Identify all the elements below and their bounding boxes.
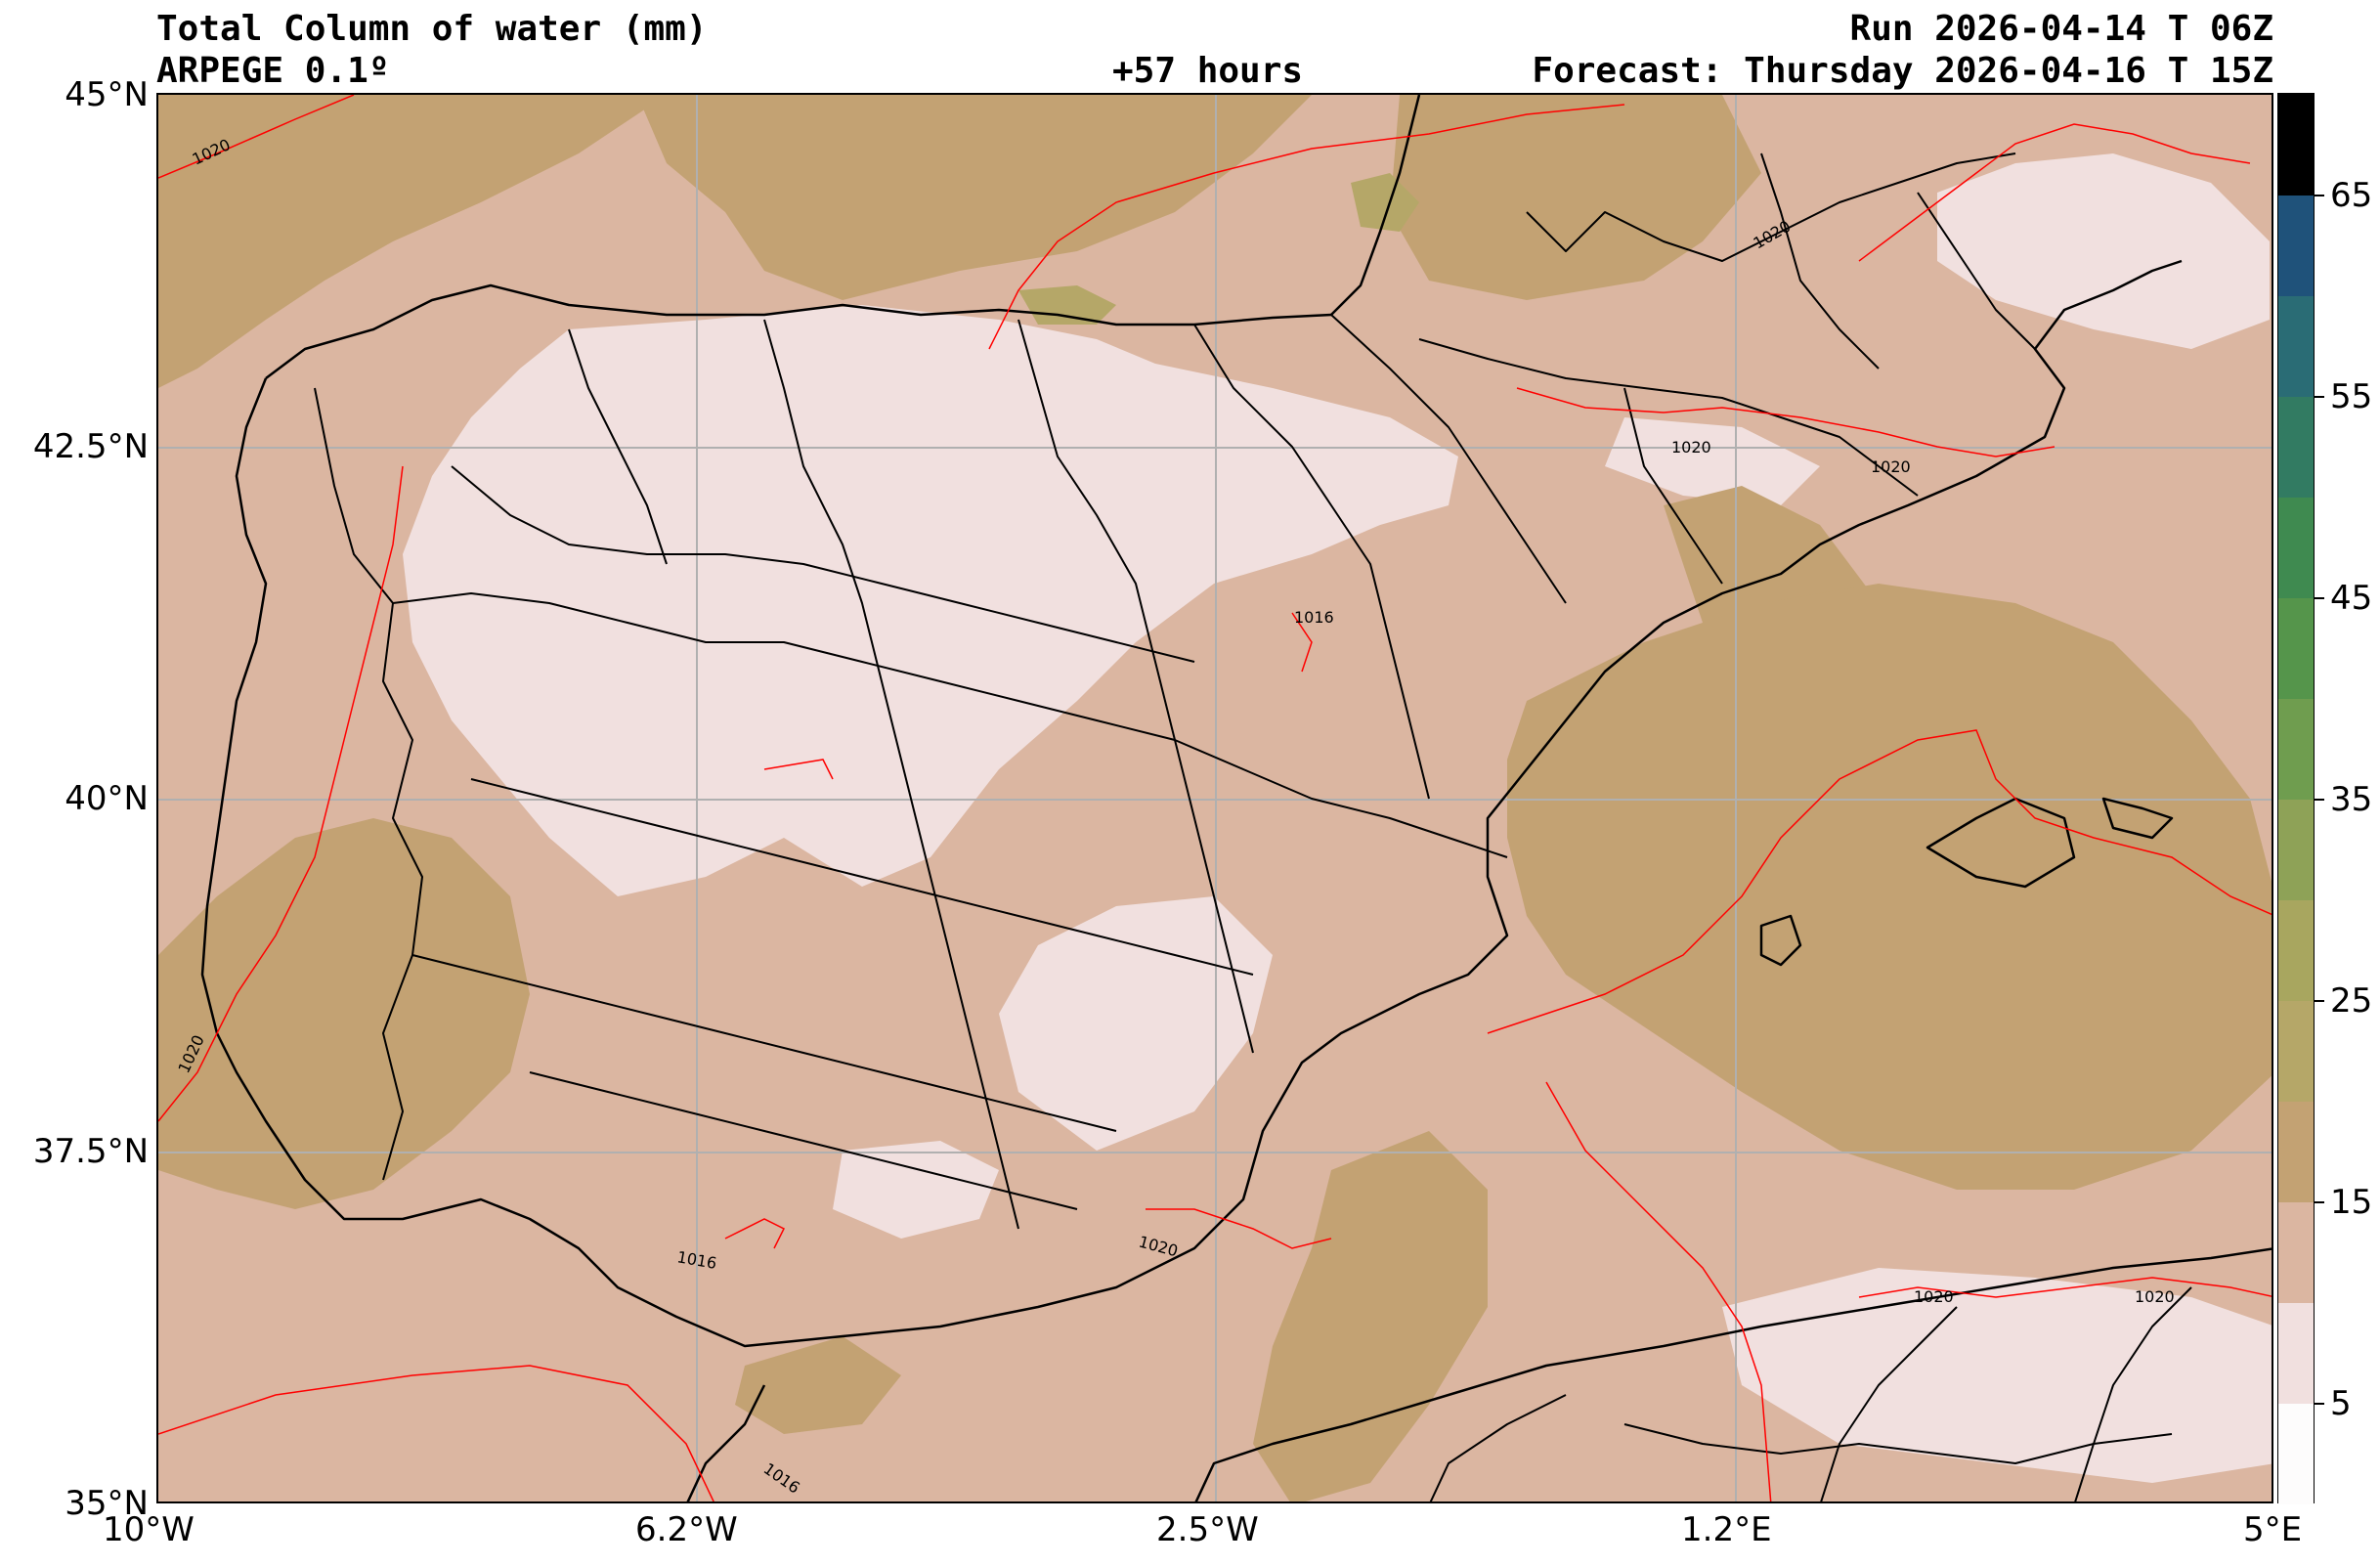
colorbar-segment xyxy=(2278,1404,2314,1504)
colorbar-label: 15 xyxy=(2330,1183,2373,1222)
lat-label: 40°N xyxy=(65,779,149,818)
lon-label: 1.2°E xyxy=(1681,1510,1772,1549)
colorbar-tick xyxy=(2315,396,2324,398)
colorbar-segment xyxy=(2278,699,2314,800)
lat-label: 42.5°N xyxy=(32,427,149,466)
colorbar-segment xyxy=(2278,1303,2314,1404)
lon-label: 6.2°W xyxy=(635,1510,738,1549)
run-time: Run 2026-04-14 T 06Z xyxy=(1849,9,2273,49)
colorbar-tick xyxy=(2315,799,2324,801)
colorbar-label: 25 xyxy=(2330,981,2373,1021)
colorbar-segment xyxy=(2278,397,2314,498)
colorbar-segment xyxy=(2278,800,2314,900)
admin-borders xyxy=(314,152,2192,1501)
isobar-label: 1016 xyxy=(760,1459,803,1498)
colorbar-segment xyxy=(2278,196,2314,296)
isobar-label: 1020 xyxy=(1751,217,1795,253)
colorbar xyxy=(2277,93,2315,1504)
coastlines xyxy=(200,95,2272,1501)
colorbar-tick xyxy=(2315,1403,2324,1405)
colorbar-segment xyxy=(2278,1202,2314,1303)
lat-label: 45°N xyxy=(65,75,149,114)
colorbar-tick xyxy=(2315,1000,2324,1002)
colorbar-tick xyxy=(2315,195,2324,196)
colorbar-segment xyxy=(2278,1001,2314,1102)
colorbar-segment xyxy=(2278,296,2314,397)
colorbar-label: 35 xyxy=(2330,780,2373,819)
colorbar-label: 5 xyxy=(2330,1384,2352,1423)
isobar-label: 1020 xyxy=(1871,457,1911,476)
lon-label: 5°E xyxy=(2243,1510,2303,1549)
graticule xyxy=(158,95,2272,1501)
colorbar-label: 55 xyxy=(2330,377,2373,416)
moist-region-fill xyxy=(158,95,2272,1501)
map-title: Total Column of water (mm) xyxy=(156,9,708,49)
forecast-time: Forecast: Thursday 2026-04-16 T 15Z xyxy=(1532,51,2273,91)
dry-region-fill xyxy=(403,153,2272,1483)
isobar-label: 1016 xyxy=(675,1247,717,1273)
model-name: ARPEGE 0.1º xyxy=(156,51,390,91)
colorbar-label: 65 xyxy=(2330,176,2373,215)
colorbar-segment xyxy=(2278,94,2314,196)
isobar-label: 1020 xyxy=(1914,1287,1954,1306)
isobar-label: 1020 xyxy=(1137,1233,1180,1261)
colorbar-label: 45 xyxy=(2330,579,2373,618)
lat-label: 35°N xyxy=(65,1484,149,1523)
colorbar-segment xyxy=(2278,900,2314,1001)
isobar-label: 1020 xyxy=(2135,1287,2175,1306)
isobar-label: 1020 xyxy=(1671,438,1711,457)
isobar-label: 1016 xyxy=(1294,608,1334,627)
map-canvas[interactable]: 1020 1020 1020 1020 1020 1016 1016 1016 … xyxy=(158,95,2273,1503)
colorbar-tick xyxy=(2315,597,2324,599)
lead-time: +57 hours xyxy=(1112,51,1304,91)
colorbar-segment xyxy=(2278,598,2314,699)
map-panel[interactable]: 1020 1020 1020 1020 1020 1016 1016 1016 … xyxy=(156,93,2273,1503)
colorbar-tick xyxy=(2315,1201,2324,1203)
lat-label: 37.5°N xyxy=(32,1132,149,1171)
colorbar-segment xyxy=(2278,1102,2314,1202)
isobars xyxy=(158,95,2272,1501)
colorbar-segment xyxy=(2278,498,2314,598)
lon-label: 2.5°W xyxy=(1156,1510,1259,1549)
lon-label: 10°W xyxy=(103,1510,195,1549)
